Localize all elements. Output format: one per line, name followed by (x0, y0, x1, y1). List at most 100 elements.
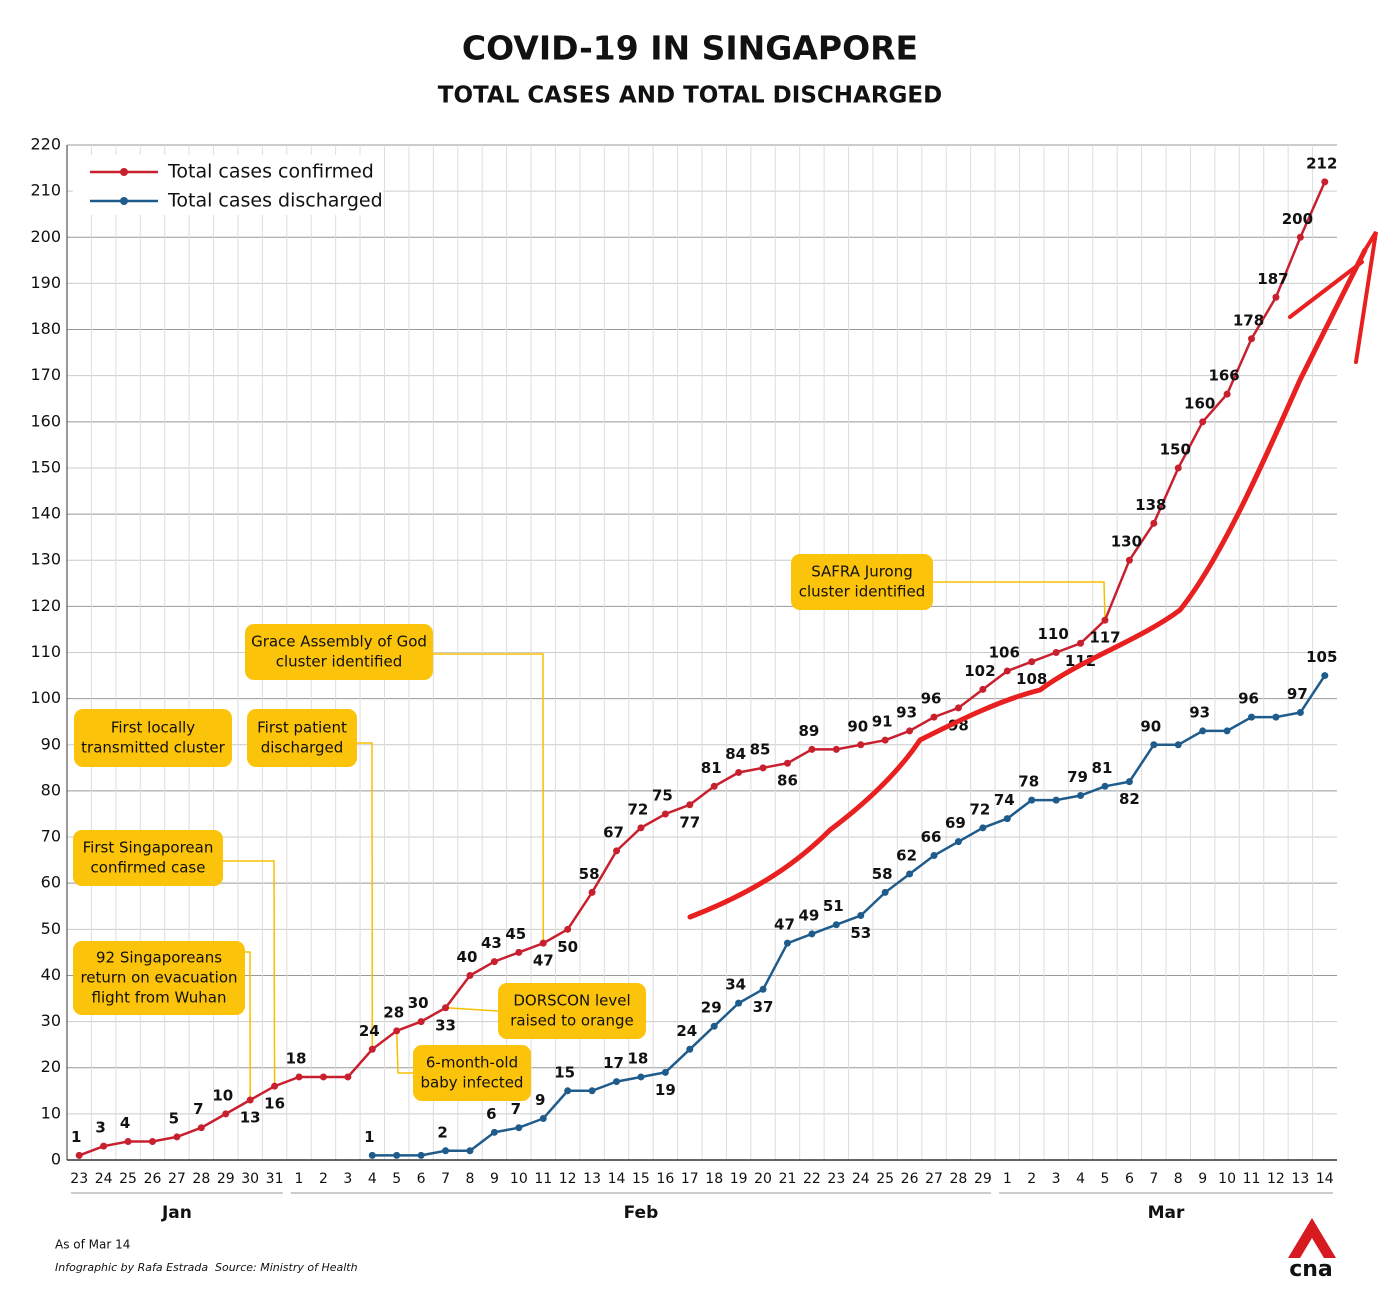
data-label: 91 (872, 713, 893, 731)
annotation-text: SAFRA Jurong (811, 563, 913, 581)
data-label: 24 (676, 1022, 697, 1040)
data-point (1052, 649, 1060, 656)
data-point (1028, 658, 1036, 666)
data-point (1125, 556, 1133, 564)
x-tick-label: 29 (974, 1171, 992, 1187)
data-point (954, 704, 962, 712)
credit: Infographic by Rafa Estrada (55, 1261, 208, 1274)
data-label: 53 (850, 924, 871, 942)
data-label: 108 (1016, 670, 1047, 688)
x-tick-label: 7 (1149, 1171, 1158, 1187)
x-tick-label: 25 (119, 1171, 137, 1187)
x-tick-label: 22 (803, 1171, 821, 1187)
data-point (490, 958, 498, 966)
data-label: 5 (169, 1109, 179, 1127)
data-label: 4 (120, 1114, 130, 1132)
annotation-text: First Singaporean (83, 839, 214, 857)
data-point (857, 741, 865, 749)
data-label: 7 (511, 1100, 521, 1118)
data-point (271, 1082, 279, 1090)
data-point (148, 1138, 156, 1146)
x-tick-label: 28 (950, 1171, 968, 1187)
data-label: 89 (798, 722, 819, 740)
data-label: 18 (286, 1049, 307, 1067)
data-label: 81 (1092, 759, 1113, 777)
data-label: 77 (679, 813, 700, 831)
data-point (1272, 713, 1280, 721)
data-label: 28 (383, 1003, 404, 1021)
annotation-connector (356, 742, 374, 1050)
annotation-box (73, 941, 245, 1015)
annotation-text: 6-month-old (426, 1054, 518, 1072)
data-point (857, 911, 865, 919)
data-point (588, 888, 596, 896)
data-label: 110 (1037, 625, 1068, 643)
data-label: 49 (798, 906, 819, 924)
data-point (1003, 667, 1011, 675)
data-point (466, 971, 474, 979)
y-tick-label: 80 (41, 780, 61, 799)
data-label: 50 (557, 938, 578, 956)
annotation-box (74, 709, 232, 767)
data-label: 10 (212, 1086, 233, 1104)
data-label: 30 (408, 994, 429, 1012)
data-label: 85 (750, 740, 771, 758)
data-label: 72 (969, 800, 990, 818)
data-label: 160 (1184, 394, 1215, 412)
y-tick-label: 120 (30, 596, 61, 615)
x-tick-label: 23 (827, 1171, 845, 1187)
data-point (124, 1138, 132, 1146)
annotation-connector (933, 581, 1106, 621)
data-label: 51 (823, 897, 844, 915)
annotation-text: flight from Wuhan (92, 989, 227, 1007)
data-label: 43 (481, 934, 502, 952)
data-point (881, 736, 889, 744)
data-point (344, 1073, 352, 1081)
data-point (637, 824, 645, 832)
annotation-text: First locally (111, 719, 195, 737)
x-tick-label: 7 (441, 1171, 450, 1187)
annotation-box (413, 1045, 531, 1101)
annotation-text: baby infected (421, 1074, 524, 1092)
x-tick-label: 13 (583, 1171, 601, 1187)
x-tick-label: 9 (490, 1171, 499, 1187)
data-label: 18 (628, 1049, 649, 1067)
data-point (613, 847, 621, 855)
data-point (100, 1142, 108, 1150)
data-label: 112 (1065, 652, 1096, 670)
data-point (539, 1114, 547, 1122)
x-tick-label: 3 (1052, 1171, 1061, 1187)
data-point (759, 985, 767, 993)
annotation-text: cluster identified (799, 583, 925, 601)
data-label: 24 (359, 1022, 380, 1040)
data-point (368, 1151, 376, 1159)
x-tick-label: 5 (1101, 1171, 1110, 1187)
data-label: 90 (847, 717, 868, 735)
data-label: 138 (1135, 496, 1166, 514)
data-label: 1 (71, 1128, 81, 1146)
data-point (539, 939, 547, 947)
data-point (393, 1027, 401, 1035)
data-label: 93 (1189, 703, 1210, 721)
data-point (564, 1087, 572, 1095)
data-point (735, 999, 743, 1007)
data-point (832, 921, 840, 929)
data-point (417, 1018, 425, 1026)
data-point (319, 1073, 327, 1081)
legend-marker (120, 197, 128, 205)
data-label: 166 (1208, 367, 1239, 385)
data-point (442, 1004, 450, 1012)
data-label: 90 (1140, 717, 1161, 735)
data-point (490, 1128, 498, 1136)
data-label: 66 (921, 828, 942, 846)
y-tick-label: 20 (41, 1057, 61, 1076)
data-point (466, 1147, 474, 1155)
data-label: 19 (655, 1081, 676, 1099)
data-point (368, 1045, 376, 1053)
data-label: 3 (95, 1119, 105, 1137)
data-point (661, 1068, 669, 1076)
legend-label: Total cases discharged (167, 190, 383, 212)
data-point (759, 764, 767, 772)
data-label: 33 (435, 1016, 456, 1034)
x-tick-label: 23 (70, 1171, 88, 1187)
